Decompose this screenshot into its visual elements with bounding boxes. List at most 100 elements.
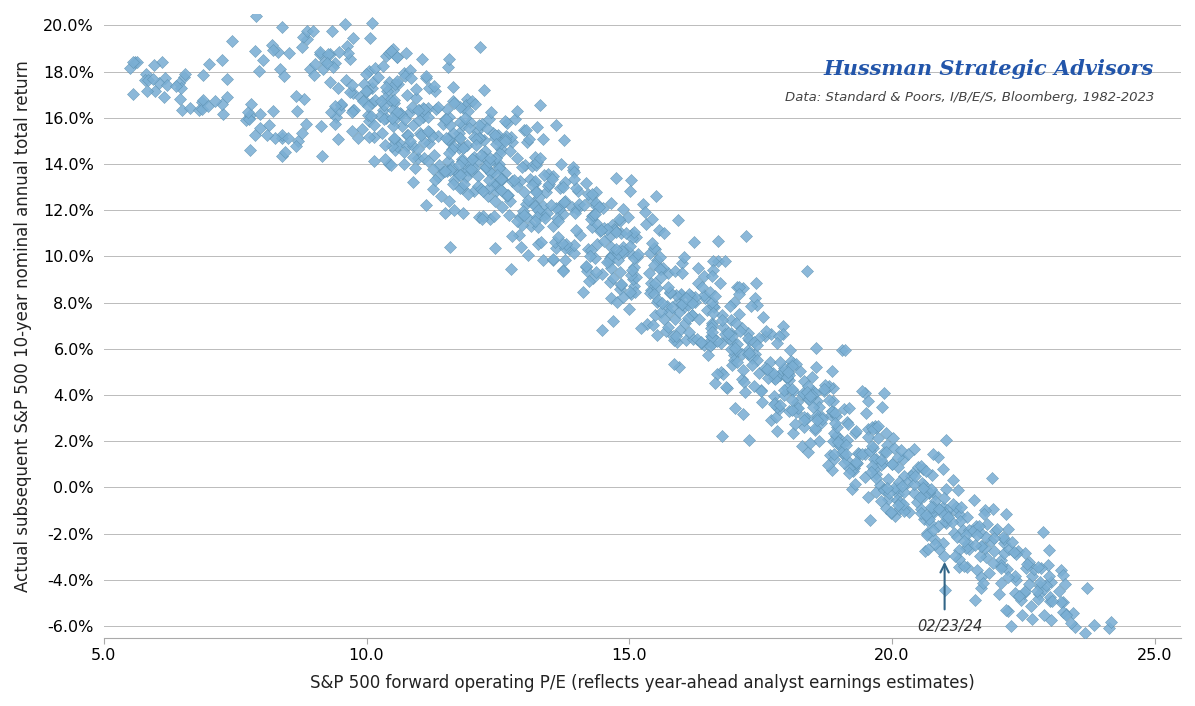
Point [921,484,940,495]
Point [440,241,459,252]
Point [917,465,936,477]
Point [474,85,494,96]
Point [418,102,437,114]
Point [637,218,656,229]
Point [934,492,954,503]
Point [1055,578,1074,590]
Point [888,489,907,500]
Point [991,560,1010,571]
Point [778,366,797,378]
Point [770,403,789,414]
Point [938,511,957,522]
Point [278,133,298,144]
Point [482,167,501,178]
Point [452,167,471,178]
Point [836,439,856,450]
Point [863,421,882,433]
Point [637,318,656,330]
Point [321,107,341,118]
Point [287,90,306,102]
Point [399,130,418,141]
Point [479,174,498,186]
Point [509,229,528,241]
Point [146,85,165,97]
Point [582,210,601,222]
Point [543,173,562,184]
Point [306,58,325,69]
Point [527,157,546,168]
Point [443,95,462,107]
Point [822,365,841,376]
Point [411,129,430,140]
Point [497,189,516,201]
Point [477,122,496,133]
Point [503,230,522,241]
Point [648,329,667,340]
Point [1001,620,1021,631]
Point [960,543,979,554]
Point [485,130,504,141]
Point [1028,561,1047,573]
Point [684,333,703,345]
Point [440,111,459,122]
Point [431,191,451,202]
Point [793,388,813,399]
Point [826,410,845,421]
Point [382,140,402,151]
Point [407,152,427,164]
Point [380,158,399,169]
Point [997,604,1016,616]
Point [485,179,504,190]
Point [875,485,894,496]
Point [768,371,788,383]
Point [730,289,749,300]
Point [975,505,994,516]
Point [455,113,474,124]
Point [865,420,884,431]
Point [515,186,534,198]
Point [819,460,838,471]
Point [858,491,877,503]
Point [876,427,895,438]
Point [1016,585,1035,596]
Point [672,289,691,301]
Point [619,303,638,314]
Point [531,206,550,217]
Point [651,263,670,275]
Point [602,293,621,304]
Point [937,484,956,495]
Point [449,160,468,171]
Point [1024,563,1043,574]
Point [801,438,820,449]
Point [700,335,719,347]
Point [602,220,621,231]
Point [437,166,456,177]
Point [752,386,771,397]
Point [881,507,900,518]
Point [924,524,943,535]
Point [566,203,586,215]
Point [453,143,472,154]
Point [569,198,588,210]
Point [877,440,896,451]
Point [629,249,648,260]
Point [312,150,331,162]
Point [727,357,746,368]
Point [957,561,976,573]
Point [400,135,419,146]
Point [718,382,737,393]
Point [598,256,617,268]
Point [564,239,583,251]
Point [711,366,730,378]
Point [563,164,582,176]
Point [915,490,934,501]
Point [515,159,534,170]
Point [725,342,744,354]
Point [458,164,477,176]
Point [369,72,388,83]
Point [1012,594,1031,606]
Point [564,248,583,259]
Point [923,508,942,520]
Point [443,162,462,173]
Point [648,296,667,307]
